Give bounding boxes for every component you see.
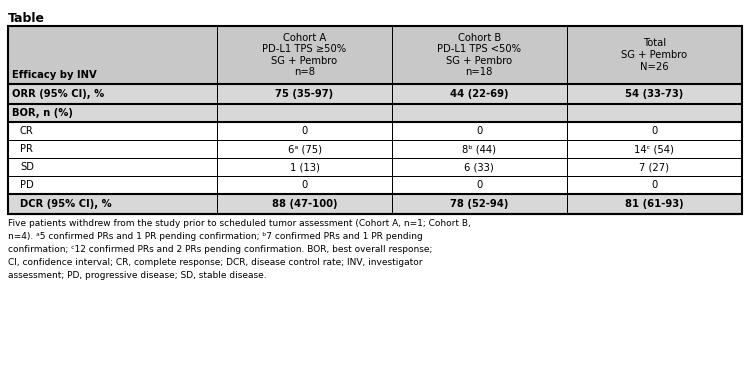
Text: BOR, n (%): BOR, n (%) bbox=[12, 108, 73, 118]
Bar bbox=[217, 158, 392, 176]
Bar bbox=[217, 194, 392, 214]
Bar bbox=[392, 194, 566, 214]
Bar bbox=[8, 122, 217, 140]
Text: assessment; PD, progressive disease; SD, stable disease.: assessment; PD, progressive disease; SD,… bbox=[8, 271, 267, 280]
Text: Cohort B
PD-L1 TPS <50%
SG + Pembro
n=18: Cohort B PD-L1 TPS <50% SG + Pembro n=18 bbox=[437, 33, 521, 77]
Text: 0: 0 bbox=[476, 126, 482, 136]
Bar bbox=[392, 26, 566, 84]
Bar bbox=[392, 140, 566, 158]
Bar bbox=[8, 84, 217, 104]
Text: 0: 0 bbox=[302, 180, 307, 190]
Text: 0: 0 bbox=[476, 180, 482, 190]
Bar bbox=[566, 140, 742, 158]
Text: 75 (35-97): 75 (35-97) bbox=[275, 89, 334, 99]
Bar bbox=[566, 26, 742, 84]
Text: Cohort A
PD-L1 TPS ≥50%
SG + Pembro
n=8: Cohort A PD-L1 TPS ≥50% SG + Pembro n=8 bbox=[262, 33, 346, 77]
Text: 14ᶜ (54): 14ᶜ (54) bbox=[634, 144, 674, 154]
Bar bbox=[566, 84, 742, 104]
Text: 81 (61-93): 81 (61-93) bbox=[625, 199, 683, 209]
Bar bbox=[566, 104, 742, 122]
Bar bbox=[8, 140, 217, 158]
Bar bbox=[8, 104, 217, 122]
Text: n=4). ᵃ5 confirmed PRs and 1 PR pending confirmation; ᵇ7 confirmed PRs and 1 PR : n=4). ᵃ5 confirmed PRs and 1 PR pending … bbox=[8, 232, 423, 241]
Text: 0: 0 bbox=[651, 180, 658, 190]
Bar bbox=[566, 122, 742, 140]
Text: 88 (47-100): 88 (47-100) bbox=[272, 199, 338, 209]
Text: 0: 0 bbox=[651, 126, 658, 136]
Bar bbox=[566, 158, 742, 176]
Bar bbox=[217, 122, 392, 140]
Text: 78 (52-94): 78 (52-94) bbox=[450, 199, 509, 209]
Bar bbox=[8, 26, 742, 214]
Bar bbox=[8, 194, 217, 214]
Text: 6 (33): 6 (33) bbox=[464, 162, 494, 172]
Bar bbox=[217, 26, 392, 84]
Text: SD: SD bbox=[20, 162, 34, 172]
Text: Five patients withdrew from the study prior to scheduled tumor assessment (Cohor: Five patients withdrew from the study pr… bbox=[8, 219, 471, 228]
Bar bbox=[217, 84, 392, 104]
Text: 54 (33-73): 54 (33-73) bbox=[626, 89, 683, 99]
Bar bbox=[8, 176, 217, 194]
Text: CI, confidence interval; CR, complete response; DCR, disease control rate; INV, : CI, confidence interval; CR, complete re… bbox=[8, 258, 422, 267]
Bar bbox=[392, 104, 566, 122]
Text: 44 (22-69): 44 (22-69) bbox=[450, 89, 509, 99]
Bar bbox=[8, 158, 217, 176]
Text: 1 (13): 1 (13) bbox=[290, 162, 320, 172]
Text: 6ᵃ (75): 6ᵃ (75) bbox=[287, 144, 322, 154]
Text: 0: 0 bbox=[302, 126, 307, 136]
Text: Table: Table bbox=[8, 12, 45, 25]
Text: Total
SG + Pembro
N=26: Total SG + Pembro N=26 bbox=[621, 38, 687, 72]
Bar bbox=[392, 176, 566, 194]
Bar bbox=[566, 176, 742, 194]
Bar bbox=[392, 122, 566, 140]
Bar bbox=[392, 158, 566, 176]
Text: confirmation; ᶜ12 confirmed PRs and 2 PRs pending confirmation. BOR, best overal: confirmation; ᶜ12 confirmed PRs and 2 PR… bbox=[8, 245, 432, 254]
Text: ORR (95% CI), %: ORR (95% CI), % bbox=[12, 89, 104, 99]
Text: 7 (27): 7 (27) bbox=[639, 162, 669, 172]
Text: Efficacy by INV: Efficacy by INV bbox=[12, 70, 97, 80]
Bar bbox=[566, 194, 742, 214]
Bar bbox=[217, 140, 392, 158]
Bar bbox=[217, 104, 392, 122]
Text: DCR (95% CI), %: DCR (95% CI), % bbox=[20, 199, 112, 209]
Bar bbox=[217, 176, 392, 194]
Text: PR: PR bbox=[20, 144, 33, 154]
Bar bbox=[392, 84, 566, 104]
Text: PD: PD bbox=[20, 180, 34, 190]
Text: 8ᵇ (44): 8ᵇ (44) bbox=[462, 144, 496, 154]
Bar bbox=[8, 26, 217, 84]
Text: CR: CR bbox=[20, 126, 34, 136]
